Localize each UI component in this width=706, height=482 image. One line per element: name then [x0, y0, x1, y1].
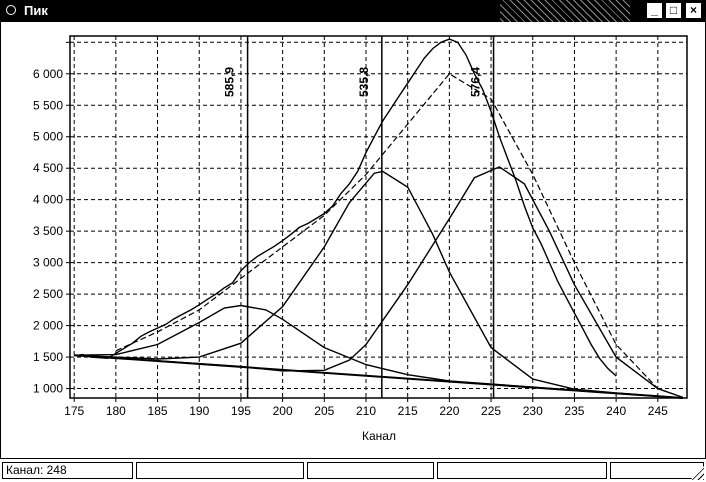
marker-label: 585,9	[223, 67, 237, 97]
status-pane-4	[437, 462, 607, 479]
x-tick-label: 205	[314, 404, 334, 418]
x-tick-label: 185	[148, 404, 168, 418]
grid	[70, 36, 687, 398]
marker-label: 576,4	[469, 67, 483, 97]
x-tick-label: 195	[231, 404, 251, 418]
minimize-button[interactable]: _	[646, 2, 663, 19]
x-tick-label: 190	[189, 404, 209, 418]
y-tick-label: 4 000	[33, 193, 63, 207]
window-icon[interactable]	[6, 5, 16, 15]
status-pane-5	[610, 462, 704, 479]
series-line-baseline	[74, 354, 683, 399]
spectrum-chart[interactable]: 1 000 1 500 2 000 2 500 3 000 3 500 4 000 4 500…	[1, 22, 705, 458]
x-tick-label: 230	[523, 404, 543, 418]
x-tick-label: 225	[481, 404, 501, 418]
x-tick-label: 235	[564, 404, 584, 418]
x-axis-label: Канал	[362, 429, 396, 443]
status-pane-2	[136, 462, 304, 479]
plot-area[interactable]	[69, 35, 688, 399]
close-button[interactable]: ×	[685, 2, 702, 19]
y-tick-label: 2 000	[33, 319, 63, 333]
chart-panel[interactable]: 1 000 1 500 2 000 2 500 3 000 3 500 4 000 4 500…	[0, 22, 706, 458]
series-line-fitted-sum	[115, 73, 683, 398]
y-tick-label: 1 500	[33, 350, 63, 364]
status-bar: Канал: 248	[0, 458, 706, 482]
y-tick-label: 3 500	[33, 224, 63, 238]
maximize-button[interactable]: □	[665, 2, 682, 19]
x-tick-label: 220	[439, 404, 459, 418]
y-axis-ticks: 1 000 1 500 2 000 2 500 3 000 3 500 4 000 4 500…	[33, 41, 70, 396]
marker-label: 535,8	[357, 67, 371, 97]
y-tick-label: 1 000	[33, 382, 63, 396]
y-tick-label: 2 500	[33, 287, 63, 301]
marker-lines[interactable]: 585,9 535,8 576,4	[223, 36, 495, 398]
series-line-peak	[74, 170, 683, 399]
status-pane-channel: Канал: 248	[2, 462, 133, 479]
x-axis-ticks: 175 180 185 190 195 200 205 210 215 220 225 230 235 2…	[64, 398, 668, 418]
x-tick-label: 210	[356, 404, 376, 418]
y-tick-label: 3 000	[33, 256, 63, 270]
title-bar[interactable]: Пик _ □ ×	[0, 0, 706, 22]
y-tick-label: 5 500	[33, 98, 63, 112]
status-pane-3	[307, 462, 434, 479]
x-tick-label: 200	[273, 404, 293, 418]
x-tick-label: 180	[106, 404, 126, 418]
y-tick-label: 4 500	[33, 161, 63, 175]
title-bar-pattern	[500, 0, 630, 22]
series-group	[74, 38, 684, 399]
y-tick-label: 5 000	[33, 130, 63, 144]
x-tick-label: 240	[606, 404, 626, 418]
window-title: Пик	[24, 3, 48, 18]
series-line-measured	[74, 38, 617, 377]
series-line-peak	[74, 304, 683, 399]
y-tick-label: 6 000	[33, 67, 63, 81]
x-tick-label: 175	[64, 404, 84, 418]
x-tick-label: 215	[398, 404, 418, 418]
x-tick-label: 245	[648, 404, 668, 418]
